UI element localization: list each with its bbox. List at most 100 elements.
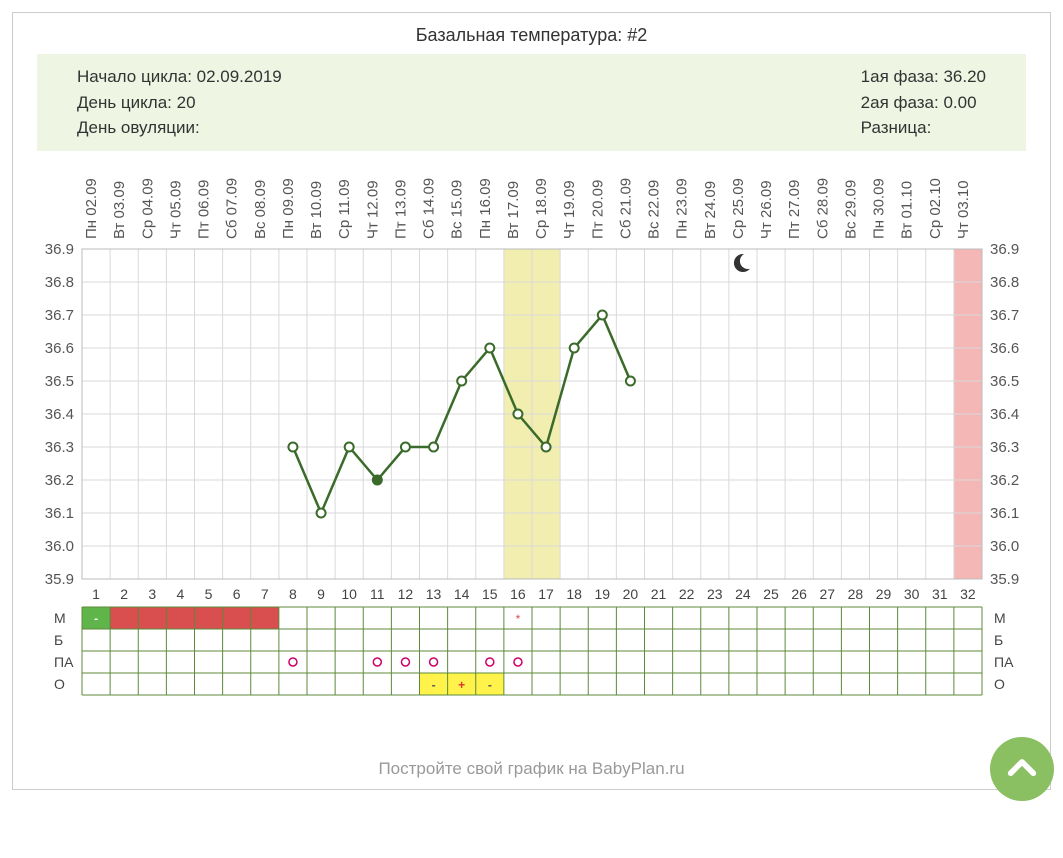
- scroll-up-button[interactable]: [990, 737, 1054, 801]
- svg-text:36.7: 36.7: [44, 307, 73, 324]
- svg-text:Вт 10.09: Вт 10.09: [308, 180, 325, 238]
- svg-text:3: 3: [148, 586, 156, 602]
- svg-text:Ср 25.09: Ср 25.09: [729, 178, 746, 239]
- svg-text:23: 23: [707, 586, 723, 602]
- svg-text:36.5: 36.5: [44, 373, 73, 390]
- svg-text:9: 9: [317, 586, 325, 602]
- svg-text:7: 7: [260, 586, 268, 602]
- svg-text:36.0: 36.0: [44, 538, 73, 555]
- svg-text:Ср 11.09: Ср 11.09: [336, 179, 353, 239]
- svg-text:36.6: 36.6: [44, 340, 73, 357]
- svg-text:*: *: [515, 611, 520, 625]
- svg-text:-: -: [431, 677, 435, 691]
- svg-text:Сб 14.09: Сб 14.09: [420, 177, 437, 238]
- svg-text:35.9: 35.9: [990, 571, 1019, 588]
- svg-text:Вс 08.09: Вс 08.09: [251, 179, 268, 238]
- svg-text:6: 6: [232, 586, 240, 602]
- info-box: Начало цикла: 02.09.2019 День цикла: 20 …: [37, 54, 1026, 151]
- svg-text:29: 29: [875, 586, 891, 602]
- chart-card: Базальная температура: #2 Начало цикла: …: [12, 12, 1051, 790]
- svg-text:36.4: 36.4: [990, 406, 1019, 423]
- svg-text:17: 17: [538, 586, 554, 602]
- svg-text:36.3: 36.3: [44, 439, 73, 456]
- svg-text:Чт 26.09: Чт 26.09: [758, 180, 775, 239]
- svg-text:15: 15: [482, 586, 498, 602]
- svg-text:М: М: [54, 609, 66, 625]
- svg-text:36.4: 36.4: [44, 406, 73, 423]
- svg-text:36.3: 36.3: [990, 439, 1019, 456]
- bbt-chart: 36.9 36.9 36.8 36.8 36.7 36.7 36.6 36.6 36.5 36.5…: [22, 159, 1042, 749]
- svg-text:36.0: 36.0: [990, 538, 1019, 555]
- svg-text:31: 31: [932, 586, 948, 602]
- info-col-left: Начало цикла: 02.09.2019 День цикла: 20 …: [77, 64, 282, 141]
- svg-text:4: 4: [176, 586, 184, 602]
- info-cycle-day: День цикла: 20: [77, 90, 282, 116]
- svg-text:ПА: ПА: [54, 653, 74, 669]
- svg-text:36.1: 36.1: [44, 505, 73, 522]
- svg-text:13: 13: [425, 586, 441, 602]
- svg-text:25: 25: [763, 586, 779, 602]
- svg-text:ПА: ПА: [994, 653, 1014, 669]
- svg-text:Сб 28.09: Сб 28.09: [814, 177, 831, 238]
- svg-text:10: 10: [341, 586, 357, 602]
- svg-text:Чт 05.09: Чт 05.09: [167, 180, 184, 239]
- svg-text:Вт 01.10: Вт 01.10: [898, 180, 915, 238]
- svg-text:27: 27: [819, 586, 835, 602]
- svg-text:Пн 16.09: Пн 16.09: [476, 178, 493, 239]
- svg-text:Чт 19.09: Чт 19.09: [561, 180, 578, 239]
- svg-text:24: 24: [735, 586, 751, 602]
- info-cycle-start: Начало цикла: 02.09.2019: [77, 64, 282, 90]
- svg-text:Вс 29.09: Вс 29.09: [842, 179, 859, 238]
- svg-text:О: О: [54, 675, 65, 691]
- svg-text:Пт 27.09: Пт 27.09: [786, 179, 803, 238]
- svg-text:32: 32: [960, 586, 976, 602]
- svg-text:Пн 30.09: Пн 30.09: [870, 178, 887, 239]
- svg-text:2: 2: [120, 586, 128, 602]
- info-phase1: 1ая фаза: 36.20: [861, 64, 986, 90]
- svg-text:-: -: [94, 611, 98, 625]
- svg-text:Вт 03.09: Вт 03.09: [111, 180, 128, 238]
- svg-text:12: 12: [397, 586, 413, 602]
- svg-text:19: 19: [594, 586, 610, 602]
- svg-text:Чт 03.10: Чт 03.10: [954, 180, 971, 239]
- svg-text:36.8: 36.8: [44, 274, 73, 291]
- svg-text:Пт 06.09: Пт 06.09: [195, 179, 212, 238]
- chart-title: Базальная температура: #2: [19, 19, 1044, 50]
- svg-text:1: 1: [92, 586, 100, 602]
- svg-text:Вт 24.09: Вт 24.09: [701, 180, 718, 238]
- chevron-up-icon: [1005, 752, 1039, 786]
- svg-text:Ср 04.09: Ср 04.09: [139, 178, 156, 239]
- svg-text:26: 26: [791, 586, 807, 602]
- svg-text:-: -: [487, 677, 491, 691]
- svg-text:20: 20: [622, 586, 638, 602]
- svg-text:Пн 09.09: Пн 09.09: [279, 178, 296, 239]
- svg-text:Пт 13.09: Пт 13.09: [392, 179, 409, 238]
- svg-text:36.8: 36.8: [990, 274, 1019, 291]
- svg-text:Вс 15.09: Вс 15.09: [448, 179, 465, 238]
- footer-text: Постройте свой график на BabyPlan.ru: [19, 749, 1044, 779]
- svg-text:Ср 18.09: Ср 18.09: [533, 178, 550, 239]
- svg-text:36.9: 36.9: [44, 241, 73, 258]
- svg-text:11: 11: [370, 586, 385, 602]
- svg-text:Вс 22.09: Вс 22.09: [645, 179, 662, 238]
- info-phase2: 2ая фаза: 0.00: [861, 90, 986, 116]
- info-ovulation-day: День овуляции:: [77, 115, 282, 141]
- svg-text:35.9: 35.9: [44, 571, 73, 588]
- svg-text:Вт 17.09: Вт 17.09: [504, 180, 521, 238]
- svg-text:30: 30: [903, 586, 919, 602]
- svg-text:Б: Б: [994, 631, 1003, 647]
- svg-text:36.5: 36.5: [990, 373, 1019, 390]
- svg-text:28: 28: [847, 586, 863, 602]
- svg-text:Сб 21.09: Сб 21.09: [617, 177, 634, 238]
- svg-text:О: О: [994, 675, 1005, 691]
- svg-text:Сб 07.09: Сб 07.09: [223, 177, 240, 238]
- svg-text:36.1: 36.1: [990, 505, 1019, 522]
- svg-text:36.6: 36.6: [990, 340, 1019, 357]
- svg-text:18: 18: [566, 586, 582, 602]
- svg-text:Ср 02.10: Ср 02.10: [926, 178, 943, 239]
- svg-text:Пн 23.09: Пн 23.09: [673, 178, 690, 239]
- svg-text:36.7: 36.7: [990, 307, 1019, 324]
- info-col-right: 1ая фаза: 36.20 2ая фаза: 0.00 Разница:: [861, 64, 986, 141]
- svg-text:36.9: 36.9: [990, 241, 1019, 258]
- svg-text:21: 21: [650, 586, 666, 602]
